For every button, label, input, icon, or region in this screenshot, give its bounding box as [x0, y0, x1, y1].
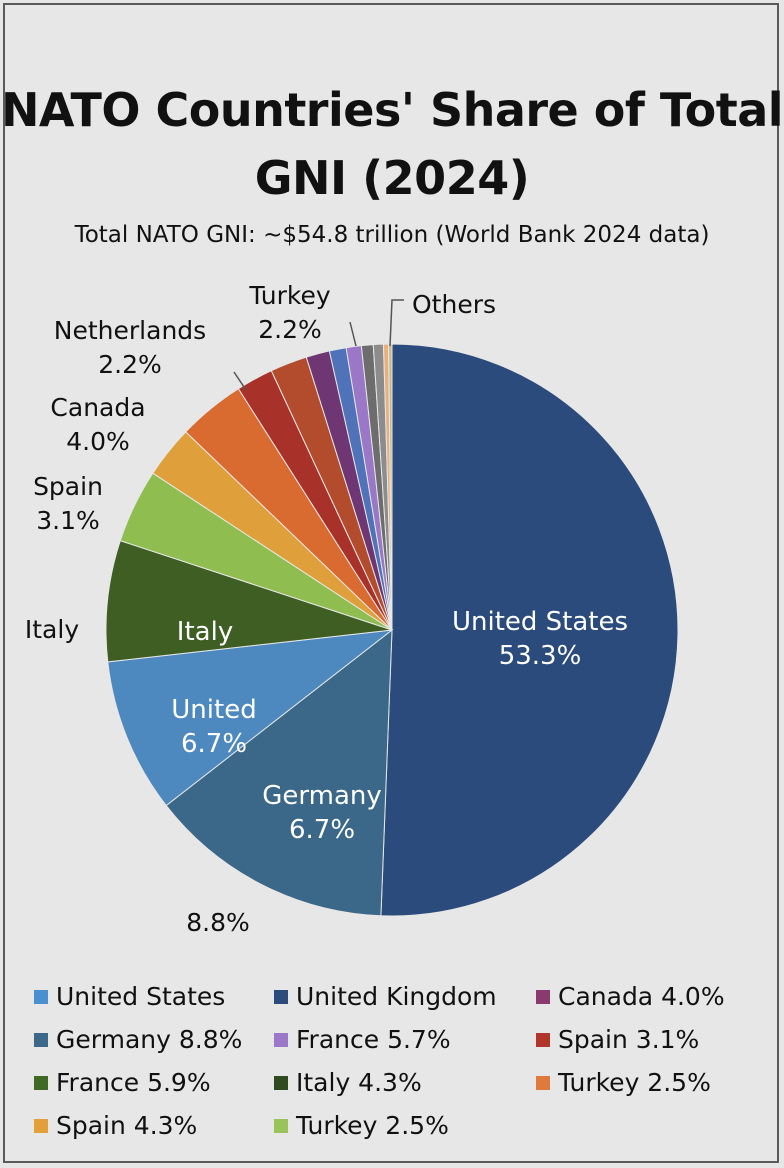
- pie-slice-italy: [105, 540, 393, 663]
- inside-label-2: United 6.7%: [171, 695, 256, 759]
- inside-label-1: Germany 6.7%: [262, 781, 382, 845]
- legend-label: United States: [56, 982, 226, 1011]
- legend-label: Turkey 2.5%: [558, 1068, 711, 1097]
- pie-slice-germany: [165, 628, 393, 917]
- legend-label: Germany 8.8%: [56, 1025, 243, 1054]
- legend-item: United Kingdom: [274, 982, 536, 1011]
- inside-label-3: Italy: [177, 617, 233, 647]
- inside-label-0: United States 53.3%: [452, 607, 628, 671]
- legend-item: France 5.7%: [274, 1025, 536, 1054]
- chart-title: NATO Countries' Share of Total GNI (2024…: [0, 83, 784, 205]
- legend-label: Spain 4.3%: [56, 1111, 198, 1140]
- legend-label: Canada 4.0%: [558, 982, 725, 1011]
- outside-label-4: Spain 3.1%: [33, 472, 103, 535]
- legend-item: Germany 8.8%: [34, 1025, 274, 1054]
- legend-label: Turkey 2.5%: [296, 1111, 449, 1140]
- legend-swatch: [34, 989, 48, 1004]
- legend-label: France 5.9%: [56, 1068, 211, 1097]
- legend-label: France 5.7%: [296, 1025, 451, 1054]
- legend-item: Turkey 2.5%: [536, 1068, 764, 1097]
- legend-item: France 5.9%: [34, 1068, 274, 1097]
- legend-label: United Kingdom: [296, 982, 497, 1011]
- leader-line-2: [233, 371, 247, 391]
- legend-swatch: [274, 1032, 288, 1047]
- legend-swatch: [274, 1118, 288, 1133]
- leader-line-1: [389, 299, 404, 347]
- chart-legend: United States United Kingdom Canada 4.0% Ge…: [34, 982, 764, 1140]
- legend-swatch: [536, 1032, 550, 1047]
- legend-swatch: [274, 989, 288, 1004]
- legend-item: Turkey 2.5%: [274, 1111, 536, 1140]
- legend-item: Spain 4.3%: [34, 1111, 274, 1140]
- legend-item: Spain 3.1%: [536, 1025, 764, 1054]
- legend-swatch: [536, 989, 550, 1004]
- outside-label-2: Netherlands 2.2%: [54, 316, 206, 379]
- outside-label-6: 8.8%: [186, 908, 250, 937]
- legend-swatch: [34, 1032, 48, 1047]
- outside-label-1: Others: [412, 290, 496, 319]
- legend-label: Italy 4.3%: [296, 1068, 422, 1097]
- legend-swatch: [536, 1075, 550, 1090]
- outside-label-5: Italy: [25, 615, 79, 644]
- chart-subtitle: Total NATO GNI: ~$54.8 trillion (World B…: [74, 222, 710, 248]
- outside-label-3: Canada 4.0%: [50, 393, 145, 456]
- leader-line-0: [349, 321, 357, 347]
- legend-item: United States: [34, 982, 274, 1011]
- outside-label-0: Turkey 2.2%: [248, 281, 331, 344]
- legend-swatch: [274, 1075, 288, 1090]
- legend-item: Italy 4.3%: [274, 1068, 536, 1097]
- legend-swatch: [34, 1075, 48, 1090]
- legend-item: Canada 4.0%: [536, 982, 764, 1011]
- legend-swatch: [34, 1118, 48, 1133]
- legend-label: Spain 3.1%: [558, 1025, 700, 1054]
- pie-slice-united-states: [380, 343, 679, 917]
- pie-slice-united-kingdom: [107, 629, 394, 807]
